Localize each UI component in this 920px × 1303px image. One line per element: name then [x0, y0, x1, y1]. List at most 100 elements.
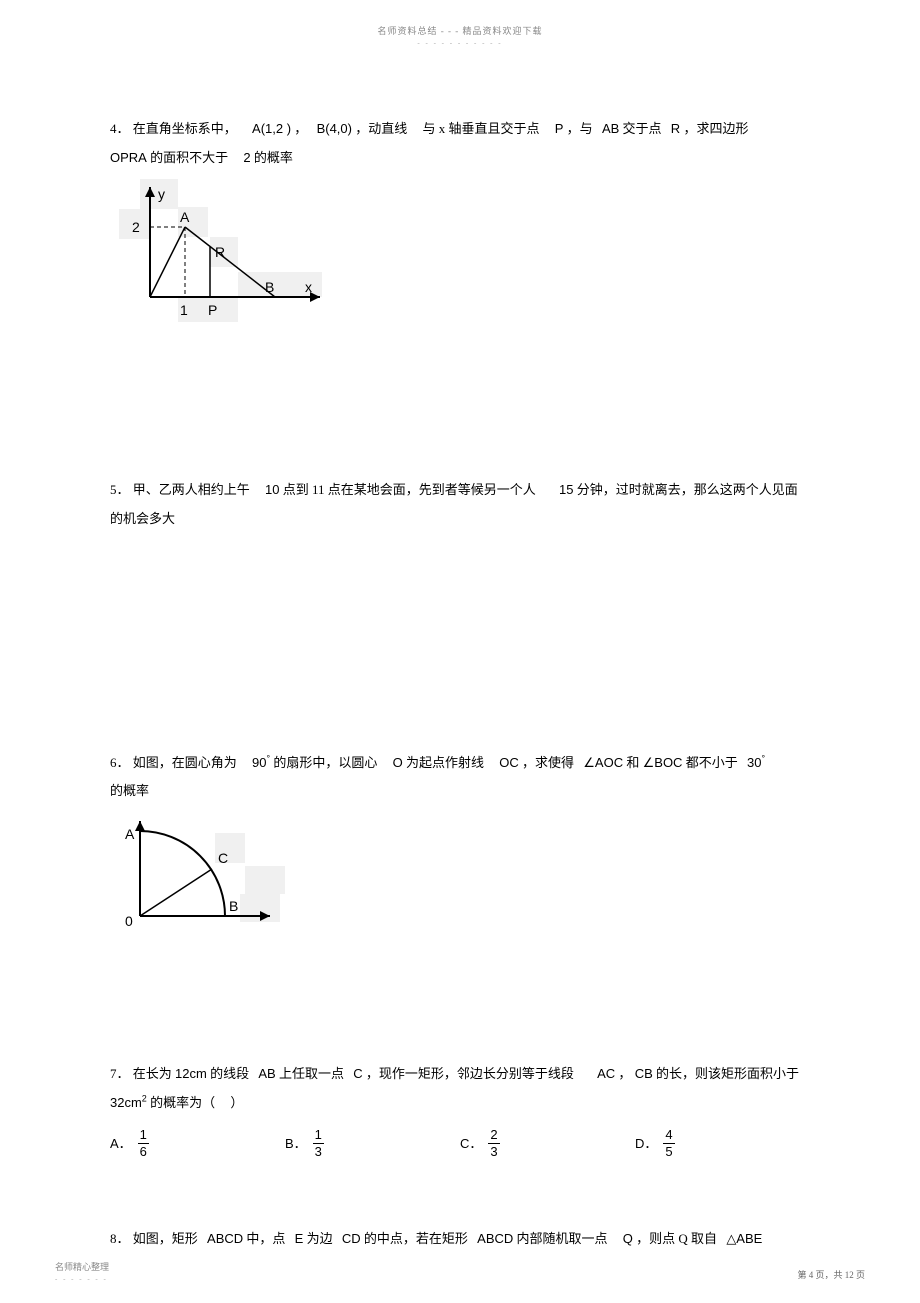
q5-fifteen: 15	[559, 482, 573, 497]
option-c: C． 2 3	[460, 1127, 635, 1159]
opt-d-den: 5	[663, 1144, 674, 1160]
footer-prefix: 第	[797, 1270, 808, 1280]
main-content: 4． 在直角坐标系中， A(1,2 ) ， B(4,0) ，动直线 与 x 轴垂…	[110, 115, 810, 1288]
header-title: 名师资料总结 - - - 精品资料欢迎下载	[378, 26, 543, 36]
fig4-B: B	[265, 279, 274, 295]
q8-t6: ，则点 Q 取自	[636, 1231, 717, 1246]
opt-c-num: 2	[488, 1127, 499, 1144]
q4-b: B(4,0)	[317, 121, 352, 136]
opt-c-label: C．	[460, 1130, 482, 1157]
q8-t2: 中，点	[246, 1231, 285, 1246]
q4-t6: ，求四边形	[683, 121, 748, 136]
q6-thirty: 30	[747, 755, 761, 770]
problem-5: 5． 甲、乙两人相约上午 10 点到 11 点在某地会面，先到者等候另一个人 1…	[110, 476, 810, 533]
q7-AC: AC	[597, 1066, 615, 1081]
q8-CD: CD	[342, 1231, 361, 1246]
q8-abcd2: ABCD	[477, 1231, 513, 1246]
q4-t1: 在直角坐标系中，	[133, 121, 237, 136]
q7-options: A． 1 6 B． 1 3 C． 2 3	[110, 1127, 810, 1159]
opt-a-num: 1	[138, 1127, 149, 1144]
fig6-B: B	[229, 898, 238, 914]
q7-comma: ，	[618, 1066, 631, 1081]
q4-t5: 交于点	[623, 121, 662, 136]
opt-d-frac: 4 5	[663, 1127, 674, 1159]
q8-abcd: ABCD	[207, 1231, 243, 1246]
q6-deg2: °	[761, 753, 765, 763]
q6-and: 和	[626, 755, 639, 770]
fig4-y: y	[158, 186, 165, 202]
q8-t1: 如图，矩形	[133, 1231, 198, 1246]
q7-CB: CB	[635, 1066, 653, 1081]
fig6-0: 0	[125, 913, 133, 929]
q6-boc: ∠BOC	[643, 755, 683, 770]
q6-t3: 为起点作射线	[406, 755, 484, 770]
q7-t7: ）	[230, 1095, 243, 1110]
q6-deg1: °	[267, 753, 271, 763]
header-dashes: - - - - - - - - - - -	[417, 39, 502, 47]
problem-8: 8． 如图，矩形 ABCD 中，点 E 为边 CD 的中点，若在矩形 ABCD …	[110, 1225, 810, 1254]
footer-left-dashes: - - - - - - -	[55, 1275, 108, 1283]
q6-t5: 都不小于	[686, 755, 738, 770]
opt-b-num: 1	[313, 1127, 324, 1144]
q8-t4: 的中点，若在矩形	[364, 1231, 468, 1246]
footer-total: 12	[845, 1270, 854, 1280]
footer-left-text: 名师精心整理	[55, 1262, 109, 1272]
q4-num: 4．	[110, 121, 130, 136]
problem-7-text: 7． 在长为 12cm 的线段 AB 上任取一点 C ，现作一矩形，邻边长分别等…	[110, 1060, 810, 1117]
q7-t6: 的概率为（	[150, 1095, 215, 1110]
q8-t5: 内部随机取一点	[517, 1231, 608, 1246]
page-header: 名师资料总结 - - - 精品资料欢迎下载 - - - - - - - - - …	[0, 24, 920, 47]
option-b: B． 1 3	[285, 1127, 460, 1159]
fig4-R: R	[215, 244, 225, 260]
fig4-2: 2	[132, 219, 140, 235]
q7-t5l: 的长，则该矩形面积小于	[656, 1066, 799, 1081]
q4-t4: ，与	[567, 121, 593, 136]
opt-b-frac: 1 3	[313, 1127, 324, 1159]
problem-6-text: 6． 如图，在圆心角为 90° 的扇形中，以圆心 O 为起点作射线 OC ，求使…	[110, 749, 810, 806]
q6-t1: 如图，在圆心角为	[133, 755, 237, 770]
fig4-x: x	[305, 279, 312, 295]
opt-b-label: B．	[285, 1130, 307, 1157]
problem-4-text: 4． 在直角坐标系中， A(1,2 ) ， B(4,0) ，动直线 与 x 轴垂…	[110, 115, 810, 172]
fig4-1: 1	[180, 302, 188, 318]
q4-t7: 的面积不大于	[150, 150, 228, 165]
q7-t4: ，现作一矩形，邻边长分别等于线段	[366, 1066, 574, 1081]
problem-7: 7． 在长为 12cm 的线段 AB 上任取一点 C ，现作一矩形，邻边长分别等…	[110, 1060, 810, 1159]
figure-4: y x A R B 2 1 P	[110, 177, 810, 346]
q4-opra: OPRA	[110, 150, 147, 165]
q4-t2: ，动直线	[355, 121, 407, 136]
problem-6: 6． 如图，在圆心角为 90° 的扇形中，以圆心 O 为起点作射线 OC ，求使…	[110, 749, 810, 950]
q6-num: 6．	[110, 755, 130, 770]
q4-t3: 与 x 轴垂直且交于点	[422, 121, 539, 136]
fig6-C: C	[218, 850, 228, 866]
q5-t1: 甲、乙两人相约上午	[133, 482, 250, 497]
opt-a-frac: 1 6	[138, 1127, 149, 1159]
option-d: D． 4 5	[635, 1127, 810, 1159]
footer-suffix: 页	[854, 1270, 865, 1280]
q8-Q: Q	[623, 1231, 633, 1246]
problem-8-text: 8． 如图，矩形 ABCD 中，点 E 为边 CD 的中点，若在矩形 ABCD …	[110, 1225, 810, 1254]
footer-right: 第 4 页，共 12 页	[797, 1268, 865, 1281]
q4-two: 2	[243, 150, 250, 165]
q6-t6: 的概率	[110, 783, 149, 798]
q7-AB: AB	[258, 1066, 275, 1081]
q5-num: 5．	[110, 482, 130, 497]
footer-left: 名师精心整理 - - - - - - -	[55, 1260, 109, 1283]
q6-t2: 的扇形中，以圆心	[273, 755, 377, 770]
q7-t3: 上任取一点	[279, 1066, 344, 1081]
q4-p: P	[555, 121, 564, 136]
q7-t2: 的线段	[210, 1066, 249, 1081]
q7-t1: 在长为	[133, 1066, 172, 1081]
q4-ab: AB	[602, 121, 619, 136]
q7-C: C	[353, 1066, 362, 1081]
q8-tri: △ABE	[726, 1231, 762, 1246]
opt-d-label: D．	[635, 1130, 657, 1157]
q6-t4: ，求使得	[522, 755, 574, 770]
fig4-A: A	[180, 209, 190, 225]
opt-a-den: 6	[138, 1144, 149, 1160]
option-a: A． 1 6	[110, 1127, 285, 1159]
q5-ten: 10	[265, 482, 279, 497]
q7-num: 7．	[110, 1066, 130, 1081]
q7-twelve: 12cm	[175, 1066, 207, 1081]
q6-ninety: 90	[252, 755, 266, 770]
